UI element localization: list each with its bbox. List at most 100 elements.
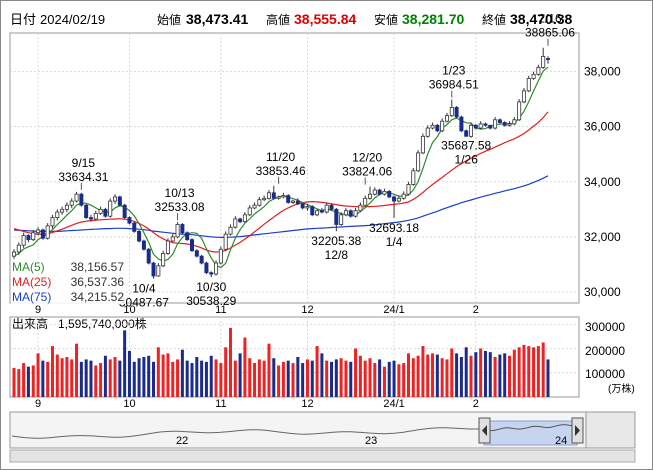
candle-body <box>233 218 238 228</box>
navigator-right-handle[interactable] <box>571 417 584 444</box>
volume-bar <box>421 346 425 397</box>
candle-body <box>137 230 142 242</box>
volume-x-label: 24/1 <box>383 398 404 410</box>
navigator-year-label: 22 <box>176 435 188 447</box>
volume-bar <box>156 347 160 397</box>
candle-body <box>305 206 310 209</box>
volume-bar <box>378 359 382 397</box>
candle-body <box>103 208 108 217</box>
volume-bar <box>171 361 175 397</box>
candle-body <box>50 217 55 227</box>
volume-bar <box>493 357 497 397</box>
candle-body <box>483 123 488 126</box>
annotation-date: 1/23 <box>442 64 466 78</box>
candle-body <box>334 208 339 225</box>
candle-body <box>363 197 368 206</box>
volume-x-label: 10 <box>123 398 135 410</box>
ma-legend: MA(5) 38,156.57 MA(25) 36,537.36 MA(75) 34,21… <box>11 260 126 304</box>
volume-bar <box>315 346 319 397</box>
candle-body <box>185 232 190 241</box>
candle-body <box>425 127 430 137</box>
volume-bar <box>445 359 449 397</box>
annotation-value: 33634.31 <box>58 170 108 184</box>
candle-body <box>517 101 522 121</box>
annotation-date: 12/8 <box>325 248 349 262</box>
candle-body <box>79 193 84 206</box>
candle-body <box>189 239 194 252</box>
volume-bar <box>132 361 136 397</box>
candle-body <box>11 251 16 257</box>
candle-body <box>291 200 296 203</box>
volume-x-label: 9 <box>35 398 41 410</box>
volume-bar <box>113 357 117 397</box>
volume-bar <box>70 359 74 397</box>
volume-bar <box>176 359 180 397</box>
close-value: 38,470.38 <box>510 11 572 27</box>
volume-bar <box>522 344 526 397</box>
annotation-value: 33824.06 <box>342 165 392 179</box>
candle-body <box>464 130 469 137</box>
candle-body <box>488 124 493 129</box>
volume-bar <box>46 361 50 397</box>
volume-bar <box>224 347 228 397</box>
volume-bar <box>152 361 156 397</box>
candle-body <box>40 229 45 239</box>
candle-body <box>156 265 161 277</box>
volume-bar <box>469 355 473 397</box>
candle-body <box>507 123 512 126</box>
annotation-value: 36984.51 <box>429 78 479 92</box>
volume-bar <box>238 353 242 397</box>
navigator-left-handle[interactable] <box>478 417 491 444</box>
range-navigator[interactable]: 22 23 24 <box>9 411 636 463</box>
volume-bar <box>127 350 131 397</box>
volume-bar <box>22 363 26 397</box>
volume-bar <box>325 360 329 397</box>
volume-bar <box>349 361 353 397</box>
candle-body <box>60 208 65 213</box>
candle-body <box>84 204 89 218</box>
volume-bar <box>75 343 79 397</box>
navigator-scroll-area[interactable] <box>585 411 636 449</box>
price-x-label: 10 <box>123 304 135 316</box>
price-x-label: 9 <box>35 304 41 316</box>
ohlc-header: 日付 2024/02/19 始値 38,473.41 高値 38,555.84 … <box>10 11 572 27</box>
candle-body <box>146 248 151 264</box>
annotation-date: 1/4 <box>386 235 403 249</box>
volume-bar <box>36 353 40 397</box>
candle-body <box>69 200 74 206</box>
volume-bar <box>277 365 281 397</box>
volume-bar <box>55 354 59 397</box>
annotation-value: 32693.18 <box>369 221 419 235</box>
date-label: 日付 <box>10 12 36 27</box>
volume-bar <box>50 346 54 397</box>
volume-bar <box>142 357 146 397</box>
volume-bar <box>517 347 521 397</box>
candle-body <box>324 204 329 213</box>
candle-body <box>546 58 551 60</box>
candle-body <box>367 193 372 199</box>
volume-bar <box>103 355 107 397</box>
candle-body <box>223 233 228 250</box>
volume-bar <box>382 366 386 397</box>
volume-bar <box>330 361 334 397</box>
volume-bar <box>455 353 459 397</box>
volume-bar <box>339 358 343 397</box>
volume-bar <box>243 337 247 397</box>
volume-bar <box>248 358 252 397</box>
candle-body <box>31 232 36 241</box>
candle-body <box>252 204 257 209</box>
candle-body <box>469 124 474 137</box>
horizontal-scrollbar[interactable] <box>9 449 636 463</box>
candle-body <box>541 56 546 68</box>
candle-body <box>502 122 507 126</box>
volume-bar <box>512 349 516 397</box>
candle-body <box>401 193 406 199</box>
candle-body <box>122 204 127 218</box>
candle-body <box>199 255 204 264</box>
candle-body <box>98 208 103 214</box>
annotation-date: 11/20 <box>266 150 295 164</box>
volume-bar <box>262 360 266 397</box>
price-tick-label: 34,000 <box>584 175 621 189</box>
legend-label: MA(25) <box>12 275 51 289</box>
